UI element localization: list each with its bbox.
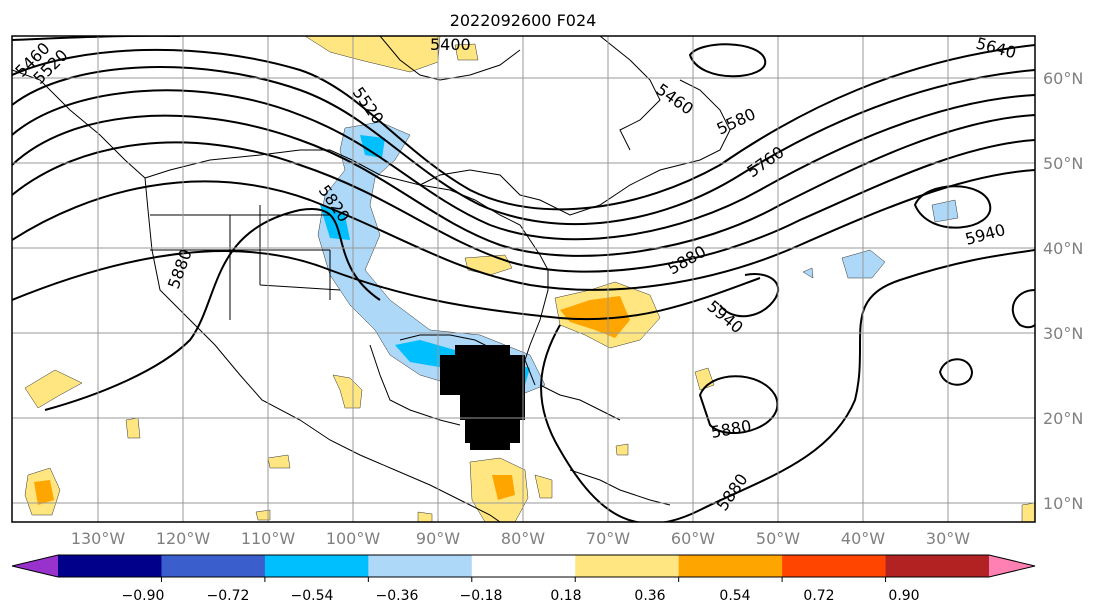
colorbar-tick: 0.36	[634, 588, 665, 604]
lon-label-70w: 70°W	[586, 529, 630, 548]
height-contours	[12, 36, 1035, 522]
lat-label-50n: 50°N	[1043, 154, 1083, 173]
lat-label-30n: 30°N	[1043, 324, 1083, 343]
lat-label-60n: 60°N	[1043, 69, 1083, 88]
colorbar-tick: −0.18	[460, 588, 503, 604]
colorbar	[11, 554, 1036, 582]
colorbar-tick-labels: −0.90 −0.72 −0.54 −0.36 −0.18 0.18 0.36 …	[122, 588, 920, 604]
lat-label-20n: 20°N	[1043, 409, 1083, 428]
colorbar-tick: 0.54	[719, 588, 750, 604]
colorbar-segment	[161, 555, 266, 577]
colorbar-tick: −0.54	[291, 588, 334, 604]
lon-label-90w: 90°W	[416, 529, 460, 548]
colorbar-segment	[58, 555, 162, 577]
contour-label-5400: 5400	[430, 35, 471, 54]
colorbar-segment	[885, 555, 990, 577]
colorbar-segment	[368, 555, 473, 577]
lon-label-130w: 130°W	[71, 529, 126, 548]
colorbar-tick: 0.90	[888, 588, 919, 604]
lon-label-50w: 50°W	[756, 529, 800, 548]
colorbar-tick: −0.72	[207, 588, 250, 604]
longitude-labels: 130°W 120°W 110°W 100°W 90°W 80°W 70°W 6…	[71, 529, 970, 548]
map-frame	[11, 35, 1036, 523]
colorbar-tick: −0.90	[122, 588, 165, 604]
lon-label-80w: 80°W	[501, 529, 545, 548]
lat-label-10n: 10°N	[1043, 494, 1083, 513]
graticule	[12, 36, 1035, 522]
lon-label-120w: 120°W	[156, 529, 211, 548]
colorbar-segment	[471, 555, 576, 577]
colorbar-segment	[678, 555, 783, 577]
colorbar-segment	[264, 555, 369, 577]
colorbar-tick: −0.36	[376, 588, 419, 604]
colorbar-segment	[782, 555, 887, 577]
colorbar-segment	[575, 555, 680, 577]
colorbar-extend-low	[12, 555, 58, 577]
marker-cluster	[440, 345, 525, 450]
lon-label-100w: 100°W	[326, 529, 381, 548]
lat-label-40n: 40°N	[1043, 239, 1083, 258]
lon-label-30w: 30°W	[926, 529, 970, 548]
colorbar-extend-high	[989, 555, 1035, 577]
lon-label-40w: 40°W	[841, 529, 885, 548]
colorbar-tick: 0.18	[550, 588, 581, 604]
colorbar-outline	[11, 554, 1036, 578]
lon-label-60w: 60°W	[671, 529, 715, 548]
lon-label-110w: 110°W	[241, 529, 296, 548]
latitude-labels: 60°N 50°N 40°N 30°N 20°N 10°N	[1043, 69, 1083, 513]
colorbar-tick: 0.72	[803, 588, 834, 604]
coastlines	[12, 36, 731, 522]
map-title: 2022092600 F024	[450, 11, 597, 30]
